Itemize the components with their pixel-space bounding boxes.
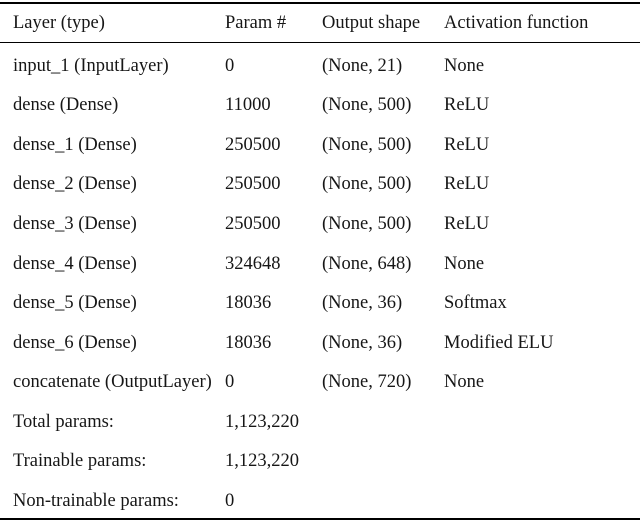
table-cell: 18036 [225, 332, 272, 353]
summary-row: Trainable params: 1,123,220 [0, 439, 640, 479]
layer-row: concatenate (OutputLayer) 0 (None, 720) Non… [0, 360, 640, 400]
table-cell: (None, 648) [322, 253, 412, 274]
table-cell: 0 [225, 491, 235, 512]
table-cell: dense_6 (Dense) [13, 332, 137, 353]
table-cell [444, 479, 640, 520]
table-cell: 18036 [225, 293, 272, 314]
table-cell: ReLU [444, 134, 490, 155]
layer-row: dense_1 (Dense) 250500 (None, 500) ReLU [0, 122, 640, 162]
table-cell: ReLU [444, 95, 490, 116]
table-cell: None [444, 55, 485, 76]
header-row: Layer (type) Param # Output shape Activa… [0, 3, 640, 43]
column-header-output-shape: Output shape [322, 3, 444, 43]
layer-row: dense_5 (Dense) 18036 (None, 36) Softmax [0, 281, 640, 321]
layer-row: dense_6 (Dense) 18036 (None, 36) Modified E… [0, 320, 640, 360]
column-header-layer-type: Layer (type) [0, 3, 225, 43]
table-cell: dense (Dense) [13, 95, 119, 116]
layer-row: dense_3 (Dense) 250500 (None, 500) ReLU [0, 201, 640, 241]
table-cell: (None, 720) [322, 372, 412, 393]
table-cell: Softmax [444, 293, 507, 314]
table-cell: 0 [225, 55, 235, 76]
table-cell: ReLU [444, 213, 490, 234]
table-cell: (None, 36) [322, 332, 403, 353]
table-cell: (None, 21) [322, 55, 403, 76]
table-cell: Trainable params: [13, 451, 147, 472]
table-cell: dense_4 (Dense) [13, 253, 137, 274]
table-cell: dense_2 (Dense) [13, 174, 137, 195]
summary-row: Non-trainable params: 0 [0, 479, 640, 520]
table-cell [322, 479, 444, 520]
table-cell [444, 399, 640, 439]
column-header-param-count: Param # [225, 3, 322, 43]
table-cell: 250500 [225, 174, 281, 195]
table-cell: concatenate (OutputLayer) [13, 372, 212, 393]
table-cell: Non-trainable params: [13, 491, 179, 512]
table-cell: ReLU [444, 174, 490, 195]
table-cell: 324648 [225, 253, 281, 274]
table-cell: 11000 [225, 95, 271, 116]
table-header: Layer (type) Param # Output shape Activa… [0, 3, 640, 43]
table-cell: None [444, 372, 485, 393]
table-cell: (None, 500) [322, 174, 412, 195]
table-cell [322, 399, 444, 439]
table-cell: dense_3 (Dense) [13, 213, 137, 234]
table-cell: Total params: [13, 411, 114, 432]
table-cell: dense_5 (Dense) [13, 293, 137, 314]
table-cell: (None, 500) [322, 213, 412, 234]
table-cell: 250500 [225, 134, 281, 155]
table-cell: 250500 [225, 213, 281, 234]
table-cell: input_1 (InputLayer) [13, 55, 169, 76]
table-cell: (None, 500) [322, 134, 412, 155]
table-body: input_1 (InputLayer) 0 (None, 21) None dense… [0, 43, 640, 520]
layer-row: input_1 (InputLayer) 0 (None, 21) None [0, 43, 640, 83]
table-cell: 1,123,220 [225, 411, 299, 432]
layer-row: dense (Dense) 11000 (None, 500) ReLU [0, 83, 640, 123]
table-cell: Modified ELU [444, 332, 554, 353]
table-cell: (None, 500) [322, 95, 412, 116]
table-cell: 0 [225, 372, 235, 393]
table-cell: dense_1 (Dense) [13, 134, 137, 155]
column-header-activation-function: Activation function [444, 3, 640, 43]
layer-row: dense_2 (Dense) 250500 (None, 500) ReLU [0, 162, 640, 202]
summary-row: Total params: 1,123,220 [0, 399, 640, 439]
table-cell: None [444, 253, 485, 274]
table-cell [322, 439, 444, 479]
table-cell: (None, 36) [322, 293, 403, 314]
table-cell [444, 439, 640, 479]
layer-row: dense_4 (Dense) 324648 (None, 648) None [0, 241, 640, 281]
table-cell: 1,123,220 [225, 451, 299, 472]
